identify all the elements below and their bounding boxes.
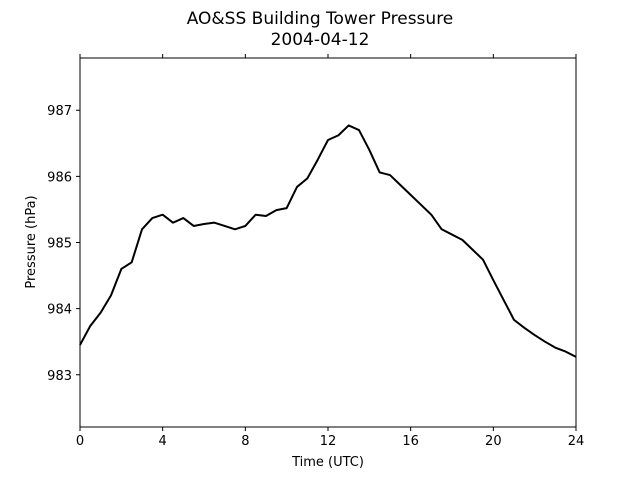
y-axis-label: Pressure (hPa): [24, 195, 39, 288]
plot-frame: [79, 57, 577, 428]
x-tick-label: 0: [76, 434, 84, 449]
y-tick-label: 986: [47, 170, 72, 185]
y-tick-label: 983: [47, 369, 72, 384]
x-tick-label: 16: [402, 434, 419, 449]
chart-subtitle: 2004-04-12: [271, 30, 370, 50]
y-tick-label: 985: [47, 237, 72, 252]
chart-title: AO&SS Building Tower Pressure: [187, 9, 454, 29]
x-tick-label: 8: [241, 434, 249, 449]
x-tick-label: 12: [320, 434, 337, 449]
y-tick-label: 984: [47, 303, 72, 318]
data-line: [79, 124, 577, 358]
x-axis-label: Time (UTC): [291, 455, 364, 470]
x-tick-label: 20: [485, 434, 502, 449]
x-tick-label: 24: [568, 434, 585, 449]
y-tick-label: 987: [47, 104, 72, 119]
x-tick-label: 4: [159, 434, 167, 449]
